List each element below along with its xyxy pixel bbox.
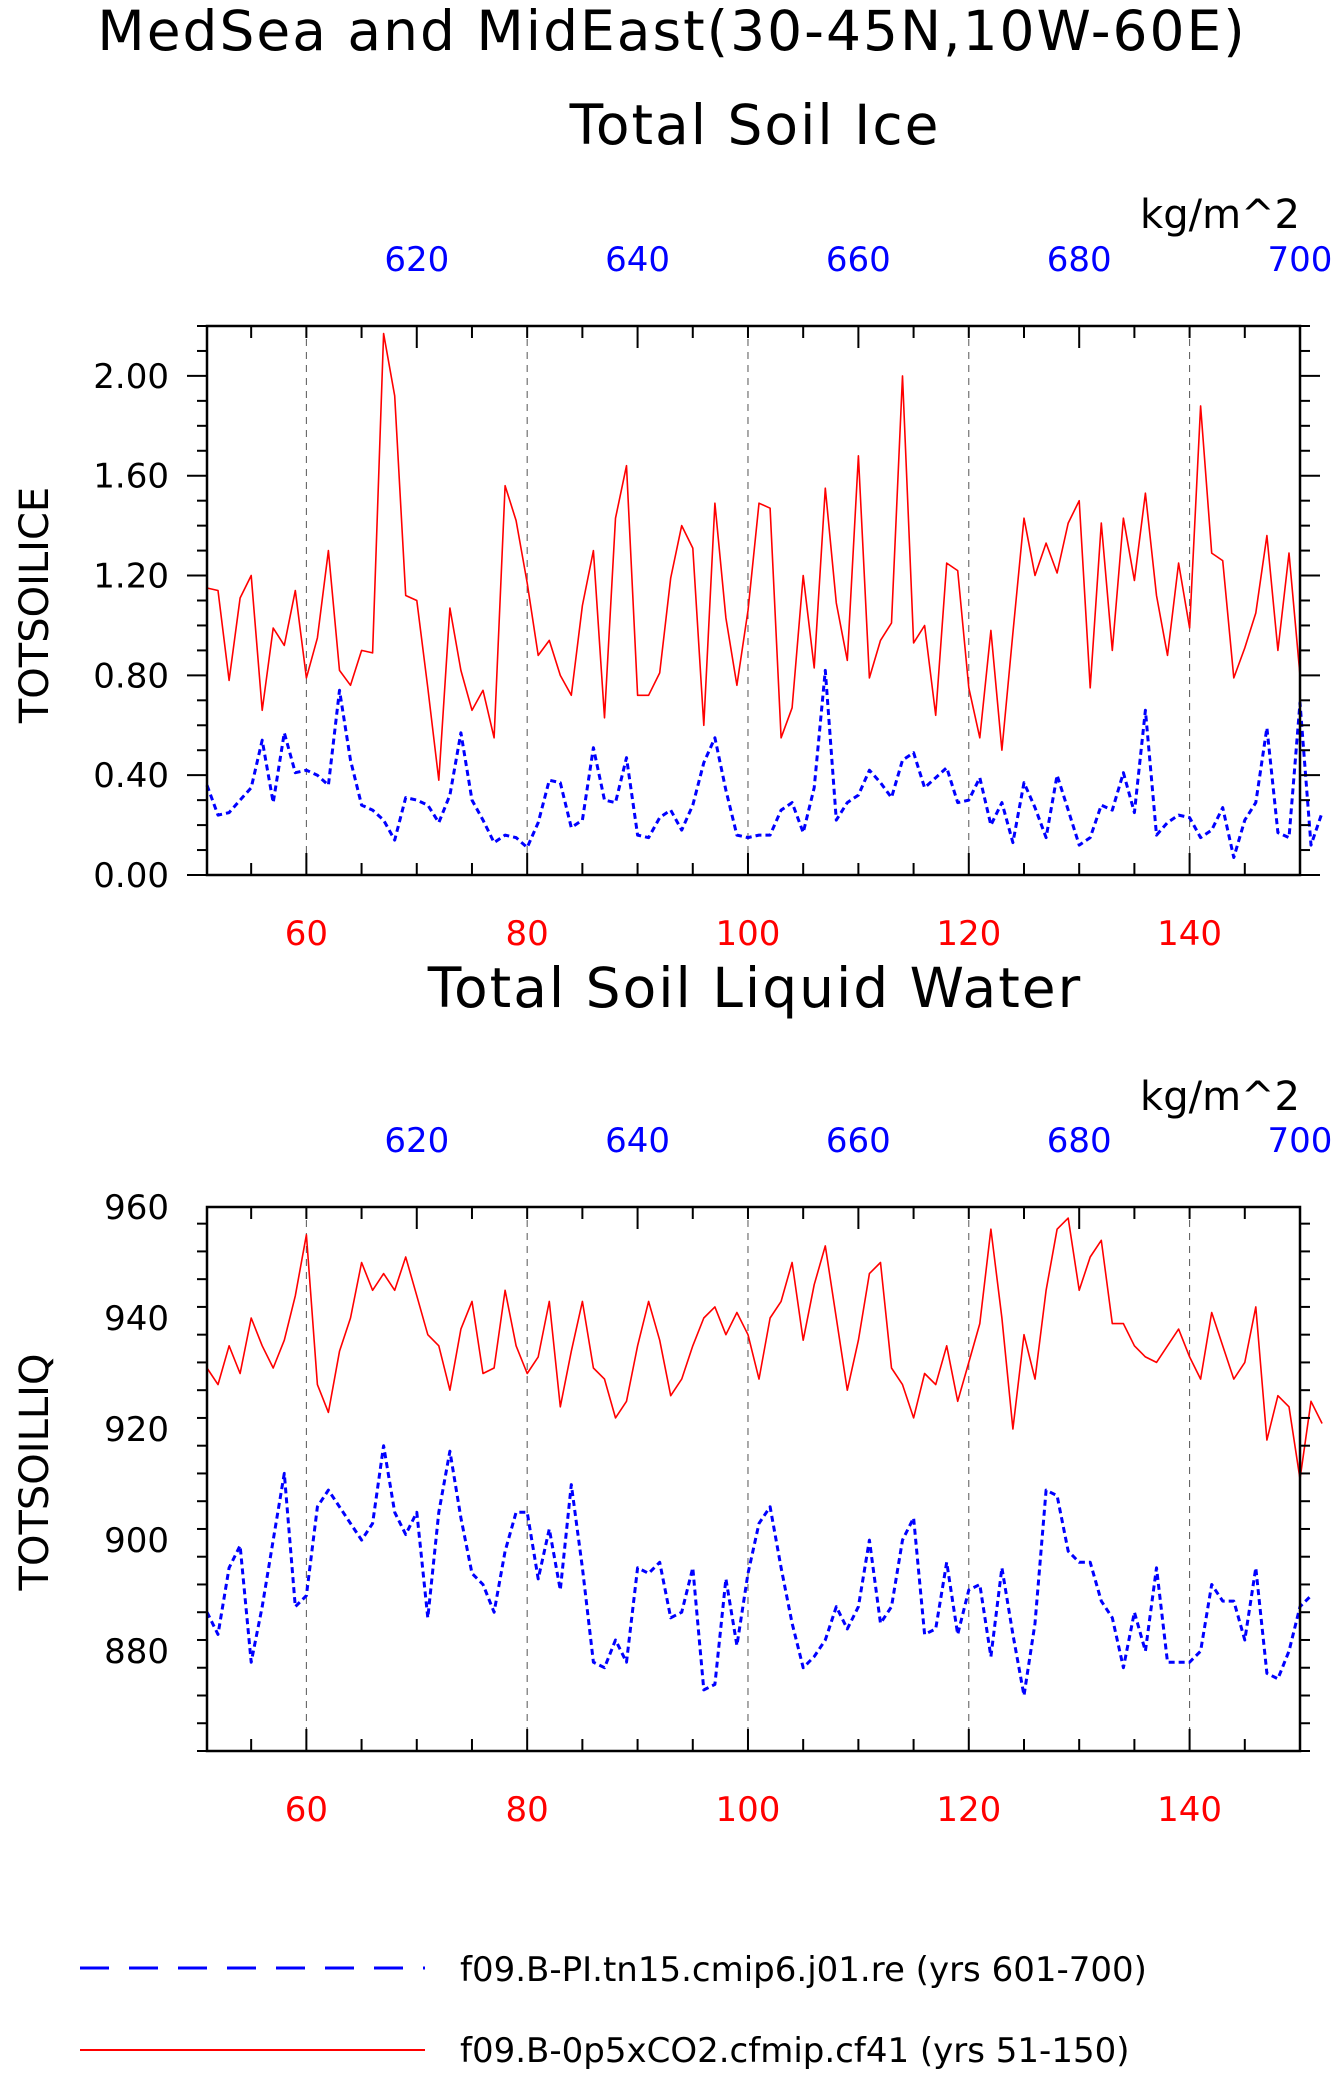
y-tick-label: 920	[104, 1410, 169, 1450]
top-tick-label: 620	[384, 1121, 449, 1161]
bottom-tick-label: 100	[716, 914, 781, 954]
soil-liquid-chart: Total Soil Liquid Water kg/m^2 TOTSOILLI…	[12, 956, 1332, 1830]
plot-frame	[205, 1205, 1302, 1753]
soil-liquid-title: Total Soil Liquid Water	[427, 956, 1083, 1020]
y-tick-label: 0.40	[93, 756, 169, 796]
bottom-tick-label: 140	[1157, 914, 1222, 954]
y-tick-label: 2.00	[93, 357, 169, 397]
bottom-tick-label: 60	[285, 914, 328, 954]
top-tick-label: 620	[384, 240, 449, 280]
soil-liquid-units: kg/m^2	[1140, 1074, 1300, 1120]
legend-label-blue: f09.B-PI.tn15.cmip6.j01.re (yrs 601-700)	[460, 1950, 1147, 1990]
y-tick-label: 0.80	[93, 656, 169, 696]
y-tick-label: 900	[104, 1521, 169, 1561]
figure-title: MedSea and MidEast(30-45N,10W-60E)	[97, 0, 1247, 63]
series-red-solid	[206, 1217, 1323, 1480]
y-tick-label: 1.20	[93, 557, 169, 597]
soil-ice-title: Total Soil Ice	[569, 93, 941, 157]
top-tick-label: 700	[1268, 240, 1333, 280]
y-tick-label: 960	[104, 1188, 169, 1228]
y-tick-label: 0.00	[93, 856, 169, 896]
bottom-tick-label: 80	[506, 1790, 549, 1830]
top-tick-label: 700	[1268, 1121, 1333, 1161]
y-tick-label: 880	[104, 1632, 169, 1672]
top-tick-label: 660	[826, 1121, 891, 1161]
soil-ice-chart: Total Soil Ice kg/m^2 TOTSOILICE 60 80 100…	[12, 93, 1332, 954]
y-tick-label: 1.60	[93, 457, 169, 497]
bottom-tick-label: 120	[936, 914, 1001, 954]
bottom-tick-label: 120	[936, 1790, 1001, 1830]
bottom-tick-label: 60	[285, 1790, 328, 1830]
bottom-tick-label: 140	[1157, 1790, 1222, 1830]
soil-ice-ylabel: TOTSOILICE	[12, 487, 58, 724]
top-tick-label: 680	[1047, 1121, 1112, 1161]
legend-label-red: f09.B-0p5xCO2.cfmip.cf41 (yrs 51-150)	[460, 2031, 1129, 2071]
series-red-solid	[206, 332, 1301, 782]
bottom-tick-label: 100	[716, 1790, 781, 1830]
soil-liquid-ylabel: TOTSOILLIQ	[12, 1354, 58, 1592]
top-tick-label: 660	[826, 240, 891, 280]
legend: f09.B-PI.tn15.cmip6.j01.re (yrs 601-700)…	[80, 1950, 1147, 2071]
series-blue-dashed	[205, 1444, 1313, 1697]
y-tick-label: 940	[104, 1299, 169, 1339]
top-tick-label: 640	[605, 240, 670, 280]
top-tick-label: 640	[605, 1121, 670, 1161]
top-tick-label: 680	[1047, 240, 1112, 280]
bottom-tick-label: 80	[506, 914, 549, 954]
soil-ice-units: kg/m^2	[1140, 192, 1300, 238]
